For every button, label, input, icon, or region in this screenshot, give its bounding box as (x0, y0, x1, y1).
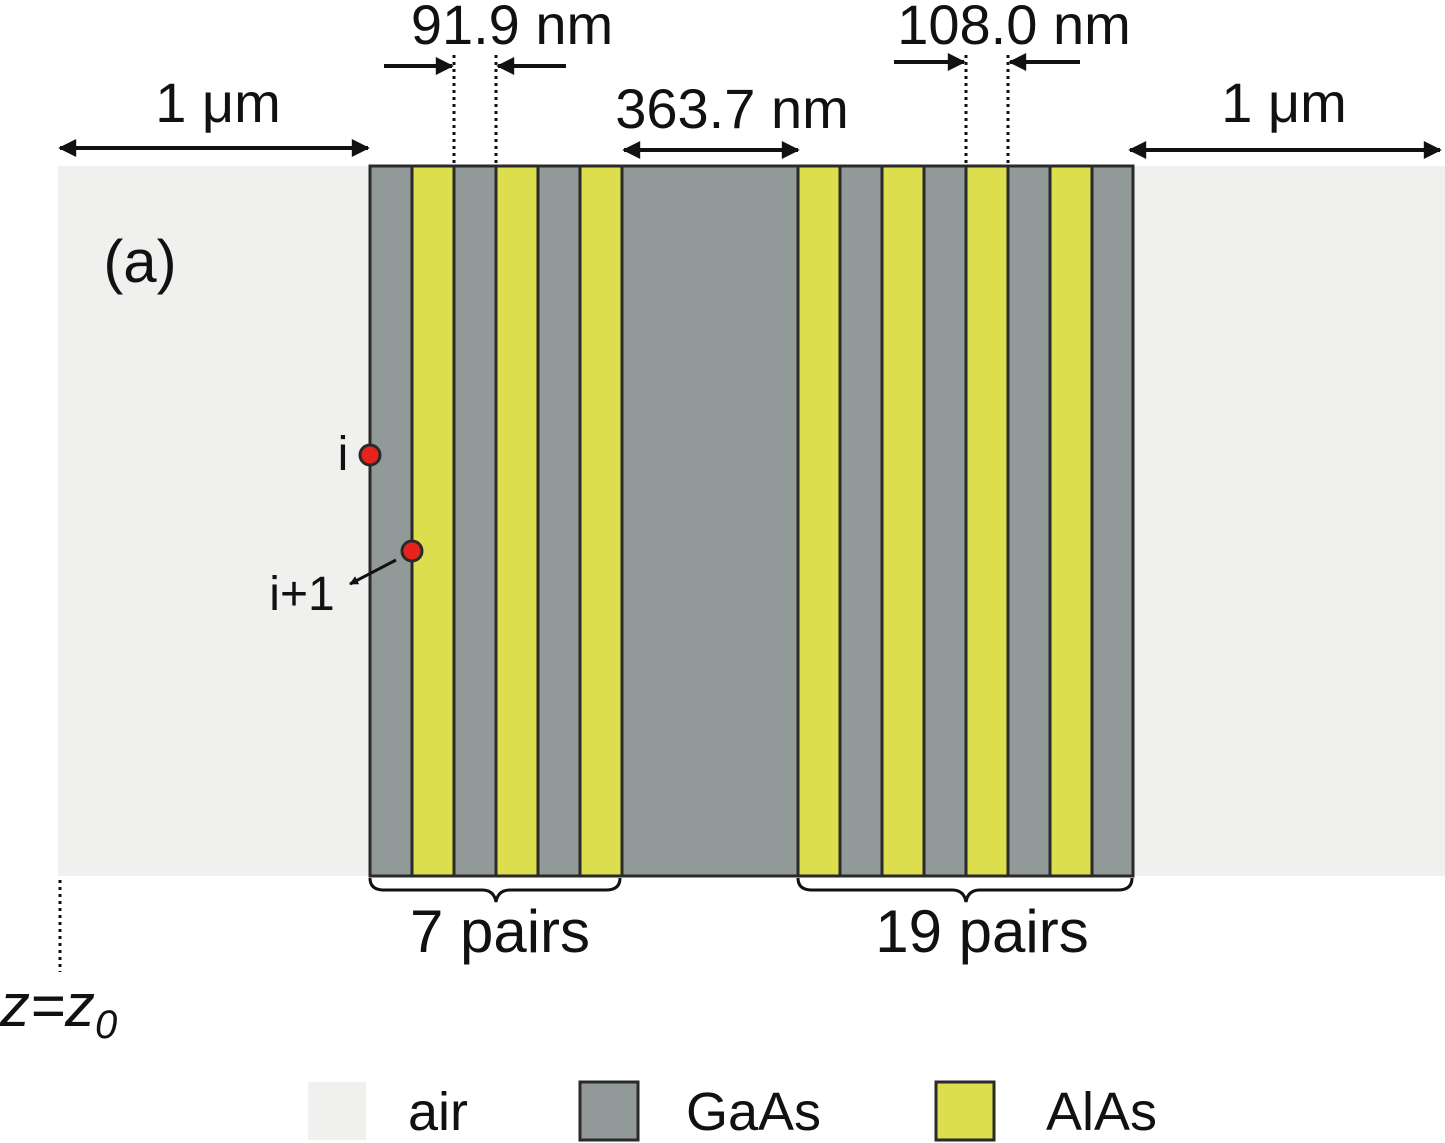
alas-thickness-label: 108.0 nm (897, 0, 1131, 56)
alas-layer (880, 164, 926, 878)
z0-label-subscript: 0 (95, 1003, 117, 1047)
left-pairs-brace (368, 877, 622, 903)
cavity-dimension-label: 363.7 nm (615, 77, 849, 140)
point-i-plus-1-pointer-arrow (349, 558, 397, 586)
alas-layer (796, 164, 842, 878)
legend-swatch-alas (934, 1080, 996, 1142)
gaas-cavity-layer (620, 164, 800, 878)
legend-label-alas: AlAs (1046, 1082, 1157, 1142)
layer-stack (368, 164, 1135, 878)
alas-layer (1048, 164, 1094, 878)
point-i-plus-1-marker (400, 539, 424, 563)
alas-layer (494, 164, 540, 878)
gaas-layer (368, 164, 414, 878)
legend-swatch-gaas (578, 1080, 640, 1142)
legend: air GaAs AlAs (308, 1080, 1157, 1142)
point-i-label: i (338, 428, 349, 481)
alas-layer (578, 164, 624, 878)
gaas-thickness-label: 91.9 nm (411, 0, 613, 56)
right-pairs-label: 19 pairs (875, 898, 1088, 965)
panel-label: (a) (103, 228, 176, 295)
legend-label-air: air (408, 1082, 468, 1142)
gaas-layer (1090, 164, 1135, 878)
gaas-layer (1006, 164, 1052, 878)
gaas-layer (452, 164, 498, 878)
legend-swatch-air (308, 1082, 366, 1140)
point-i-plus-1-label: i+1 (269, 568, 334, 621)
right-pairs-brace (796, 877, 1134, 903)
gaas-layer (536, 164, 582, 878)
alas-layer (964, 164, 1010, 878)
z0-label: z=z0 (0, 972, 117, 1047)
alas-layer (410, 164, 456, 878)
air-left-dimension-label: 1 μm (155, 71, 281, 134)
point-i-marker (358, 443, 382, 467)
z0-label-base: z=z (0, 972, 95, 1039)
gaas-layer (838, 164, 884, 878)
air-right-dimension-label: 1 μm (1221, 71, 1347, 134)
legend-label-gaas: GaAs (686, 1082, 821, 1142)
gaas-layer (922, 164, 968, 878)
left-pairs-label: 7 pairs (410, 898, 590, 965)
